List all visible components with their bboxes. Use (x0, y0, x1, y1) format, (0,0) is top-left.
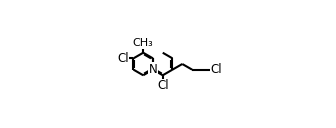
Text: Cl: Cl (157, 79, 169, 92)
Text: CH₃: CH₃ (133, 38, 154, 48)
Text: Cl: Cl (210, 63, 222, 76)
Text: Cl: Cl (117, 52, 129, 65)
Text: N: N (149, 63, 157, 76)
